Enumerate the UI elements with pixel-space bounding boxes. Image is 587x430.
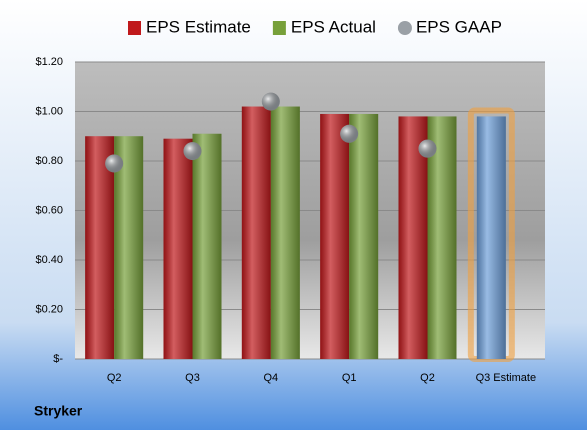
legend-label: EPS Estimate (146, 17, 251, 36)
bar-shine (270, 106, 300, 359)
bar-shine (398, 116, 428, 359)
y-tick-label: $0.40 (35, 254, 63, 266)
y-tick-label: $0.60 (35, 204, 63, 216)
gaap-marker-shine (183, 142, 202, 161)
bar-shine (427, 116, 457, 359)
legend-label: EPS Actual (291, 17, 376, 36)
x-tick-label: Q2 (107, 372, 122, 384)
y-tick-label: $1.20 (35, 56, 63, 68)
bar-shine (163, 138, 193, 359)
caption: Stryker (34, 403, 83, 419)
legend-label: EPS GAAP (416, 17, 502, 36)
x-tick-label: Q4 (263, 372, 278, 384)
legend-marker (128, 21, 141, 35)
x-tick-label: Q3 Estimate (476, 372, 537, 384)
legend-marker (397, 21, 412, 35)
bar-shine (241, 106, 271, 359)
y-tick-label: $1.00 (35, 105, 63, 117)
gaap-marker-shine (105, 154, 124, 173)
gaap-marker-shine (418, 139, 437, 158)
bar-shine (476, 116, 506, 359)
y-tick-label: $- (53, 353, 63, 365)
y-tick-label: $0.20 (35, 303, 63, 315)
x-tick-label: Q1 (342, 372, 357, 384)
x-tick-label: Q3 (185, 372, 200, 384)
bar-shine (85, 136, 115, 359)
y-tick-label: $0.80 (35, 155, 63, 167)
bar-shine (114, 136, 144, 359)
bar-shine (192, 133, 222, 359)
gaap-marker-shine (261, 92, 280, 111)
gaap-marker-shine (340, 124, 359, 143)
bar-shine (320, 113, 350, 359)
bar-shine (349, 113, 379, 359)
x-tick-label: Q2 (420, 372, 435, 384)
legend-marker (272, 21, 286, 35)
